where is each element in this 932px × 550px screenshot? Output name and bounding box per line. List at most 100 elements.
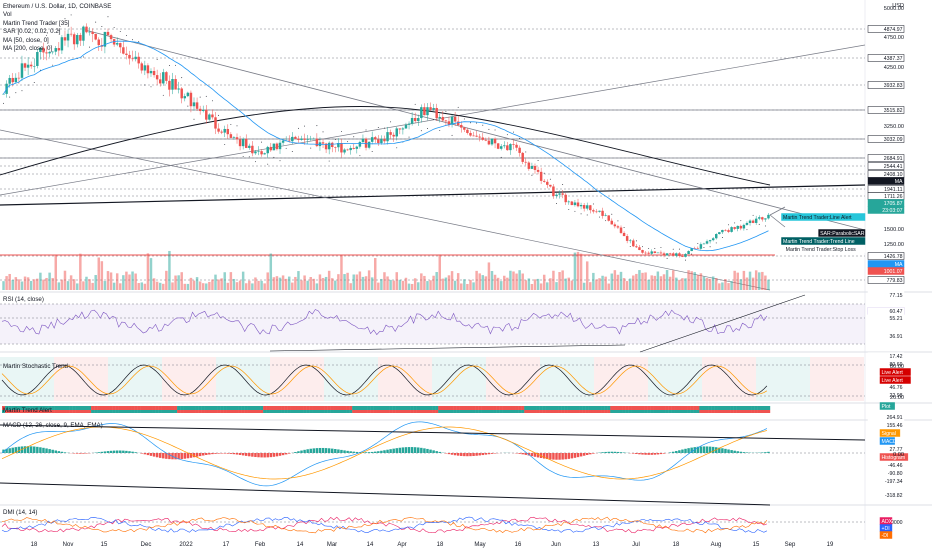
volume-bar [619, 271, 623, 290]
alert-cell [487, 406, 491, 410]
alert-cell [613, 410, 617, 413]
candle [97, 37, 101, 51]
alert-cell [687, 406, 691, 410]
candle [665, 253, 669, 256]
candle [211, 109, 214, 120]
candle [287, 135, 291, 143]
volume-bar [358, 271, 362, 290]
macd-hist-bar [79, 453, 82, 454]
alert-cell [309, 410, 313, 413]
alert-cell [751, 410, 755, 413]
candle [20, 55, 24, 82]
alert-cell [155, 406, 159, 410]
price-tag-14-text: MA [895, 262, 903, 268]
alert-cell [711, 410, 715, 413]
macd-hist-bar [208, 453, 211, 455]
macd-hist-bar [696, 446, 700, 453]
candle-body [358, 142, 362, 147]
candle-body [201, 109, 205, 112]
volume-bar [727, 283, 730, 290]
macd-hist-bar [579, 453, 583, 457]
legend-sar[interactable]: SAR [0.02, 0.02, 0.2] [3, 28, 61, 36]
macd-hist-bar [217, 453, 220, 454]
volume-bar [39, 272, 42, 290]
alert-cell [604, 410, 608, 413]
legend-volume[interactable]: Vol [3, 11, 12, 19]
alert-cell [41, 406, 46, 410]
sar-dot [242, 155, 244, 157]
alert-cell [730, 406, 734, 410]
volume-bar [616, 274, 620, 290]
sar-dot [162, 94, 164, 96]
indicator-tag-15-text: -318.82 [885, 493, 903, 499]
candle-body [524, 161, 528, 163]
alert-cell [462, 410, 467, 413]
candle [315, 133, 319, 148]
volume-bar [705, 278, 709, 290]
macd-hist-bar [380, 450, 383, 453]
stoch-pane-label[interactable]: Martin Stochastic Trend [3, 363, 68, 370]
stoch-bg-band [216, 357, 270, 401]
indicator-tag-14-bg [867, 477, 905, 485]
alert-cell [435, 406, 439, 410]
volume-bar [392, 280, 395, 290]
alert-cell [330, 410, 334, 413]
dmi-line-1 [1, 516, 768, 534]
dmi-pane-label[interactable]: DMI (14, 14) [3, 509, 38, 516]
alert-cell [134, 406, 138, 410]
price-tick-3: 3250.00 [884, 124, 904, 130]
legend-title[interactable]: Ethereum / U.S. Dollar, 1D, COINBASE [3, 3, 112, 10]
alert-cell [726, 410, 731, 413]
rsi-pane-label[interactable]: RSI (14, close) [3, 296, 44, 303]
macd-hist-bar [708, 446, 712, 453]
macd-hist-bar [650, 453, 653, 455]
macd-pane-label[interactable]: MACD (12, 26, close, 9, EMA, EMA) [3, 422, 103, 429]
volume-bar [635, 273, 638, 290]
stoch-bg-band [162, 357, 216, 401]
candle [165, 71, 168, 85]
rsi-trend-lower [269, 344, 626, 352]
sar-dot [347, 141, 349, 143]
candle [39, 47, 42, 60]
volume-bar [63, 270, 67, 290]
sar-dot [666, 257, 668, 259]
candle [423, 103, 426, 116]
legend-ma50[interactable]: MA [50, close, 0] [3, 36, 49, 44]
candle-body [251, 145, 254, 154]
alert-cell [14, 410, 18, 413]
legend-trend-trader[interactable]: Martin Trend Trader [35] [3, 19, 70, 27]
volume-bar [426, 281, 429, 290]
candle-body [527, 162, 531, 169]
volume-bar [656, 271, 660, 290]
trendline-lower-down [0, 129, 771, 291]
trend-alert-pane-label[interactable]: Martin Trend Alert [3, 407, 52, 414]
volume-bar [198, 281, 202, 290]
indicator-tag-4: 36.91 [867, 332, 905, 340]
sar-dot [629, 246, 631, 248]
candle [736, 225, 739, 232]
sar-dot [537, 160, 539, 161]
volume-bar [109, 272, 113, 290]
price-tag-7: 2408.10 [867, 170, 905, 178]
legend-ma200[interactable]: MA [200, close, 0] [3, 44, 53, 52]
volume-bar [383, 272, 386, 290]
candle [355, 145, 359, 154]
sar-dot [764, 225, 766, 227]
volume-bar [275, 276, 279, 290]
alert-cell [355, 406, 359, 410]
candle-body [761, 217, 764, 220]
sar-dot [752, 214, 754, 216]
macd-hist-bar [447, 453, 451, 455]
volume-bar [244, 283, 248, 290]
candle-body [168, 80, 171, 90]
indicator-tag-10-text: 155.46 [887, 423, 903, 429]
alert-cell [164, 410, 169, 413]
candle-body [426, 107, 429, 116]
sar-dot [273, 156, 275, 158]
volume-bar [542, 274, 546, 290]
candle [632, 238, 635, 248]
macd-hist-bar [321, 447, 325, 453]
candle [137, 52, 140, 69]
candle [251, 141, 254, 157]
